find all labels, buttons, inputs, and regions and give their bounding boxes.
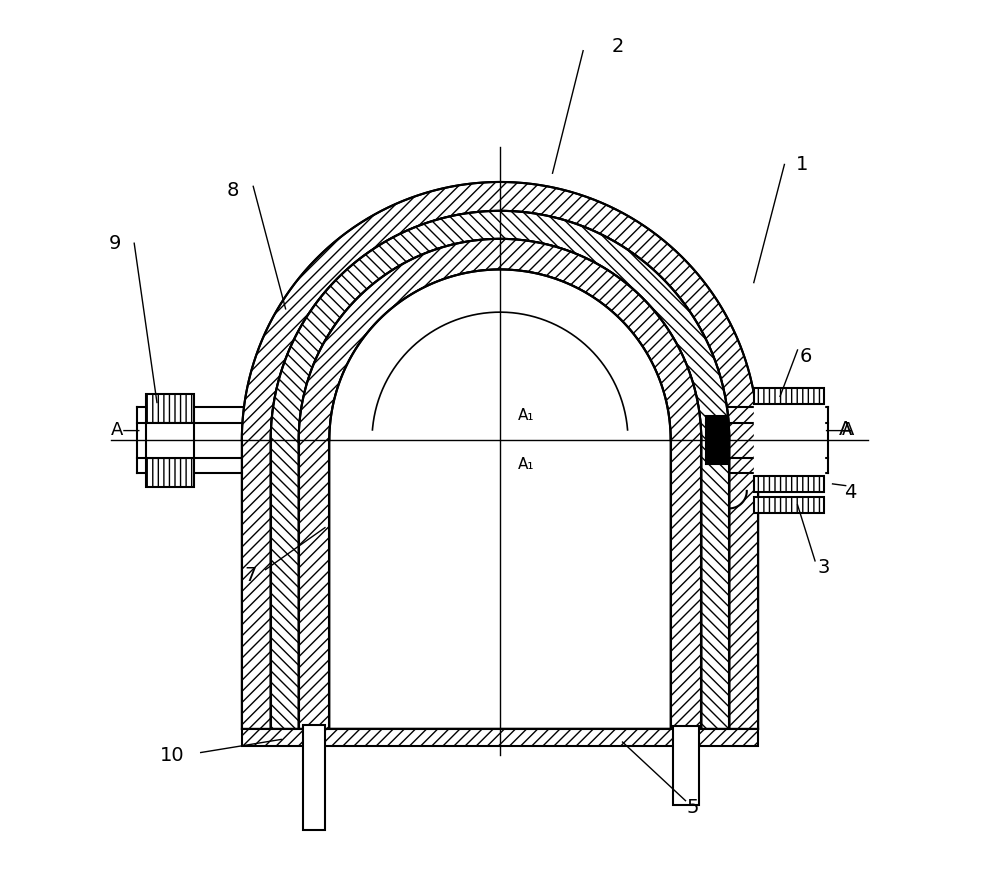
Text: 7: 7 <box>244 566 257 585</box>
Bar <box>146 458 194 486</box>
Text: 2: 2 <box>612 36 624 56</box>
Polygon shape <box>329 269 671 729</box>
Polygon shape <box>299 239 701 729</box>
Text: A: A <box>839 420 852 439</box>
Text: 6: 6 <box>800 348 812 366</box>
Polygon shape <box>242 182 758 729</box>
Bar <box>146 458 194 486</box>
Text: A₁: A₁ <box>518 408 534 423</box>
Bar <box>146 422 194 458</box>
Bar <box>754 388 824 404</box>
Text: 1: 1 <box>796 155 808 174</box>
Bar <box>242 729 758 747</box>
Text: 10: 10 <box>160 746 184 765</box>
Bar <box>706 416 728 464</box>
Text: 4: 4 <box>844 483 856 502</box>
Text: —A: —A <box>824 420 854 438</box>
Bar <box>242 729 758 747</box>
Text: 9: 9 <box>109 234 121 252</box>
Bar <box>754 476 824 492</box>
Text: 3: 3 <box>818 557 830 576</box>
Bar <box>754 497 824 513</box>
Bar <box>303 725 325 829</box>
Text: A—: A— <box>111 420 141 438</box>
Bar <box>754 497 824 513</box>
Bar <box>146 394 194 422</box>
Text: 8: 8 <box>227 181 239 200</box>
Polygon shape <box>271 211 729 729</box>
Bar <box>754 476 824 492</box>
Text: 5: 5 <box>686 798 699 817</box>
Bar <box>146 394 194 422</box>
Text: A₁: A₁ <box>518 457 534 472</box>
Bar <box>754 388 824 404</box>
Bar <box>673 726 699 805</box>
